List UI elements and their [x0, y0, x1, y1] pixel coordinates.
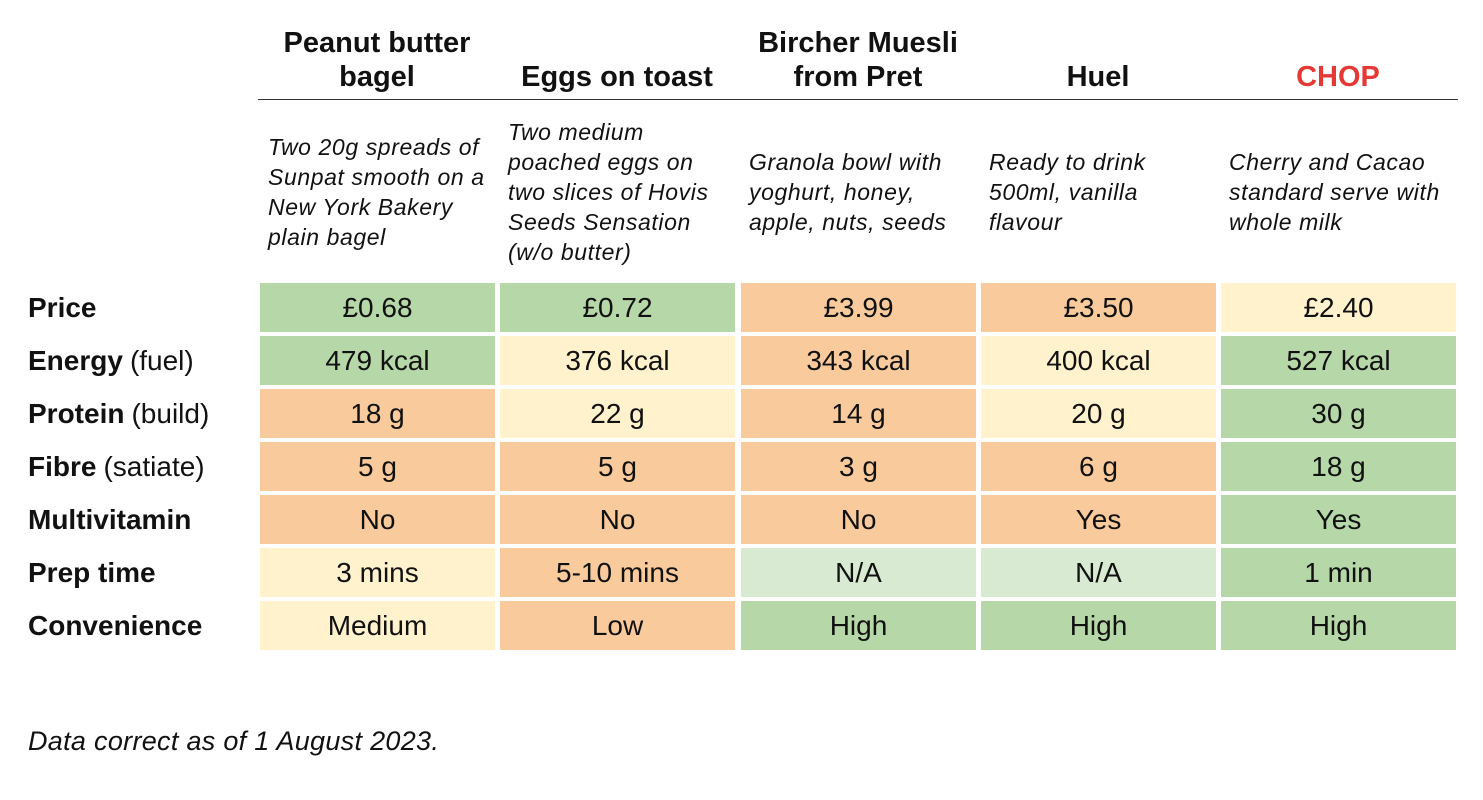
table-cell: 343 kcal	[741, 336, 976, 385]
row-label-text: Energy	[28, 345, 123, 376]
column-description: Granola bowl with yoghurt, honey, apple,…	[749, 149, 947, 235]
table-cell: 1 min	[1221, 548, 1456, 597]
table-cell: High	[1221, 601, 1456, 650]
table-cell: 5-10 mins	[500, 548, 735, 597]
row-label-text: Multivitamin	[28, 504, 192, 535]
table-cell: 527 kcal	[1221, 336, 1456, 385]
table-cell: 18 g	[1221, 442, 1456, 491]
table-cell: 479 kcal	[260, 336, 495, 385]
table-cell: £0.72	[500, 283, 735, 332]
row-label: Convenience	[28, 601, 258, 651]
row-label: Price	[28, 283, 258, 333]
row-sublabel-text: (fuel)	[129, 345, 194, 376]
row-label-text: Prep time	[28, 557, 156, 588]
table-cell: High	[981, 601, 1216, 650]
column-description: Two medium poached eggs on two slices of…	[508, 119, 709, 265]
table-cell: £3.99	[741, 283, 976, 332]
row-label: Protein (build)	[28, 389, 258, 439]
table-cell: Medium	[260, 601, 495, 650]
column-header: Peanut butter bagel	[283, 27, 471, 93]
row-label: Multivitamin	[28, 495, 258, 545]
row-sublabel-text: (build)	[131, 398, 210, 429]
row-sublabel-text: (satiate)	[103, 451, 205, 482]
table-cell: 30 g	[1221, 389, 1456, 438]
header-divider	[258, 99, 1458, 100]
row-label-text: Protein	[28, 398, 125, 429]
table-cell: 20 g	[981, 389, 1216, 438]
table-cell: 5 g	[260, 442, 495, 491]
row-label: Prep time	[28, 548, 258, 598]
table-cell: 400 kcal	[981, 336, 1216, 385]
footnote: Data correct as of 1 August 2023.	[28, 726, 440, 756]
table-cell: 14 g	[741, 389, 976, 438]
table-cell: High	[741, 601, 976, 650]
row-label-text: Convenience	[28, 610, 203, 641]
table-cell: N/A	[981, 548, 1216, 597]
row-label: Fibre (satiate)	[28, 442, 258, 492]
table-cell: 376 kcal	[500, 336, 735, 385]
table-cell: Yes	[981, 495, 1216, 544]
table-cell: Low	[500, 601, 735, 650]
column-description: Ready to drink 500ml, vanilla flavour	[989, 149, 1146, 235]
table-cell: £0.68	[260, 283, 495, 332]
row-label: Energy (fuel)	[28, 336, 258, 386]
column-header: Huel	[1066, 61, 1130, 93]
table-cell: Yes	[1221, 495, 1456, 544]
row-label-text: Fibre	[28, 451, 97, 482]
column-description: Two 20g spreads of Sunpat smooth on a Ne…	[268, 134, 485, 250]
row-label-text: Price	[28, 292, 97, 323]
column-header: CHOP	[1296, 61, 1380, 93]
table-cell: 5 g	[500, 442, 735, 491]
column-header: Bircher Muesli from Pret	[758, 27, 958, 93]
column-header: Eggs on toast	[521, 61, 713, 93]
column-description: Cherry and Cacao standard serve with who…	[1229, 149, 1440, 235]
table-cell: 22 g	[500, 389, 735, 438]
table-cell: £3.50	[981, 283, 1216, 332]
table-cell: 6 g	[981, 442, 1216, 491]
table-cell: 18 g	[260, 389, 495, 438]
table-cell: 3 mins	[260, 548, 495, 597]
table-cell: N/A	[741, 548, 976, 597]
table-cell: No	[741, 495, 976, 544]
table-cell: 3 g	[741, 442, 976, 491]
table-cell: No	[500, 495, 735, 544]
table-cell: £2.40	[1221, 283, 1456, 332]
table-cell: No	[260, 495, 495, 544]
